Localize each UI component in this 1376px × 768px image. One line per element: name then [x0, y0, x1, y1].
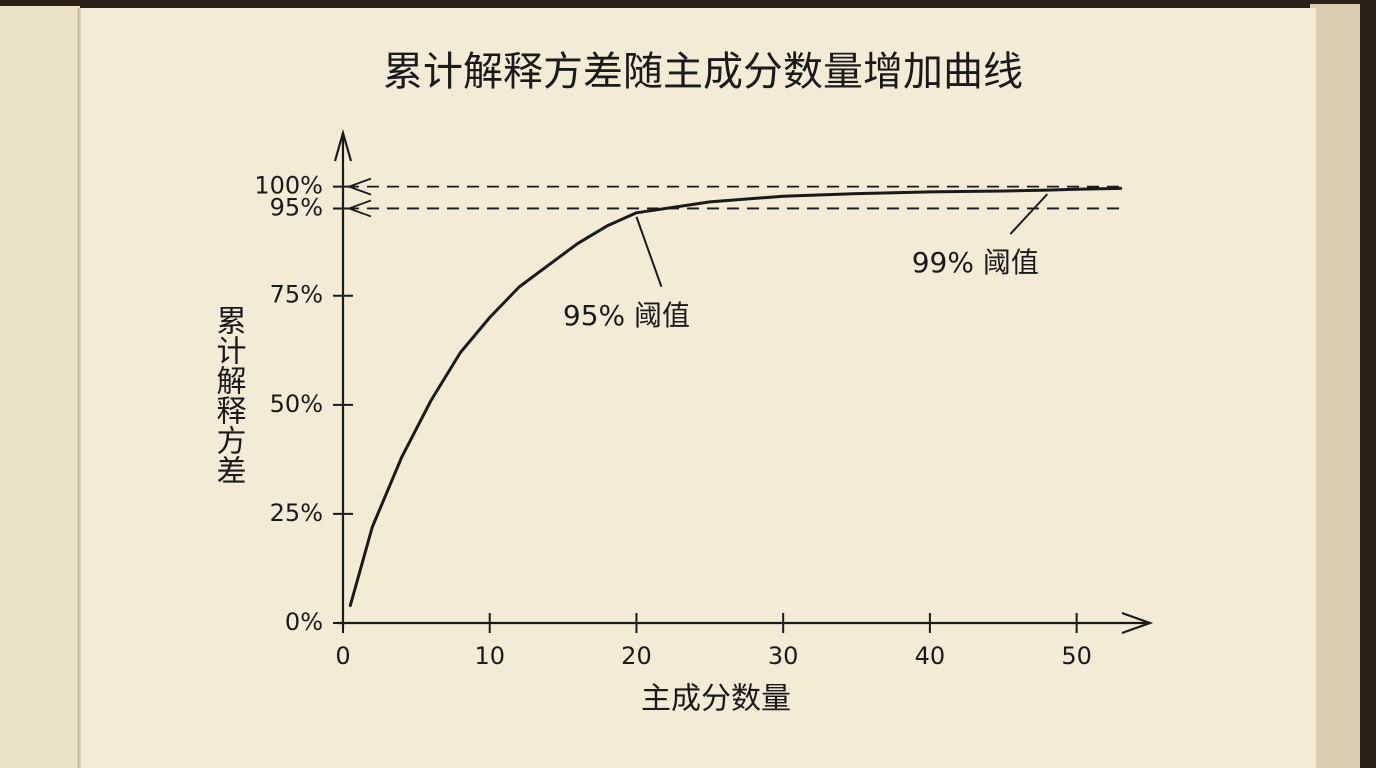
x-axis-arrow: [1121, 611, 1154, 635]
annotation-arrow: [1009, 193, 1049, 235]
y-tick-label: 50%: [270, 390, 323, 418]
x-tick-label: 0: [335, 642, 350, 670]
x-tick-label: 10: [474, 642, 505, 670]
y-tick-label: 0%: [285, 608, 323, 636]
y-tick-label: 25%: [270, 499, 323, 527]
annotation: 99% 阈值: [912, 246, 1039, 279]
x-tick-label: 20: [621, 642, 652, 670]
reference-arrow: [346, 199, 372, 218]
chart-title: 累计解释方差随主成分数量增加曲线: [383, 49, 1023, 95]
left-page: [0, 6, 80, 768]
paper: [78, 8, 1316, 768]
annotation-arrow: [635, 216, 663, 288]
x-tick-label: 40: [915, 642, 946, 670]
y-tick-label: 75%: [270, 281, 323, 309]
x-tick-label: 30: [768, 642, 799, 670]
x-axis-label: 主成分数量: [641, 682, 791, 717]
data-line: [348, 186, 1123, 607]
y-tick-label: 95%: [270, 193, 323, 221]
annotation: 95% 阈值: [563, 299, 690, 332]
y-axis-arrow: [333, 128, 353, 162]
reference-arrow: [346, 177, 372, 196]
y-tick-label: 100%: [254, 172, 323, 200]
x-tick-label: 50: [1061, 642, 1092, 670]
y-axis-label: 累计解释方差: [211, 305, 247, 485]
page-edges: [1310, 4, 1360, 768]
